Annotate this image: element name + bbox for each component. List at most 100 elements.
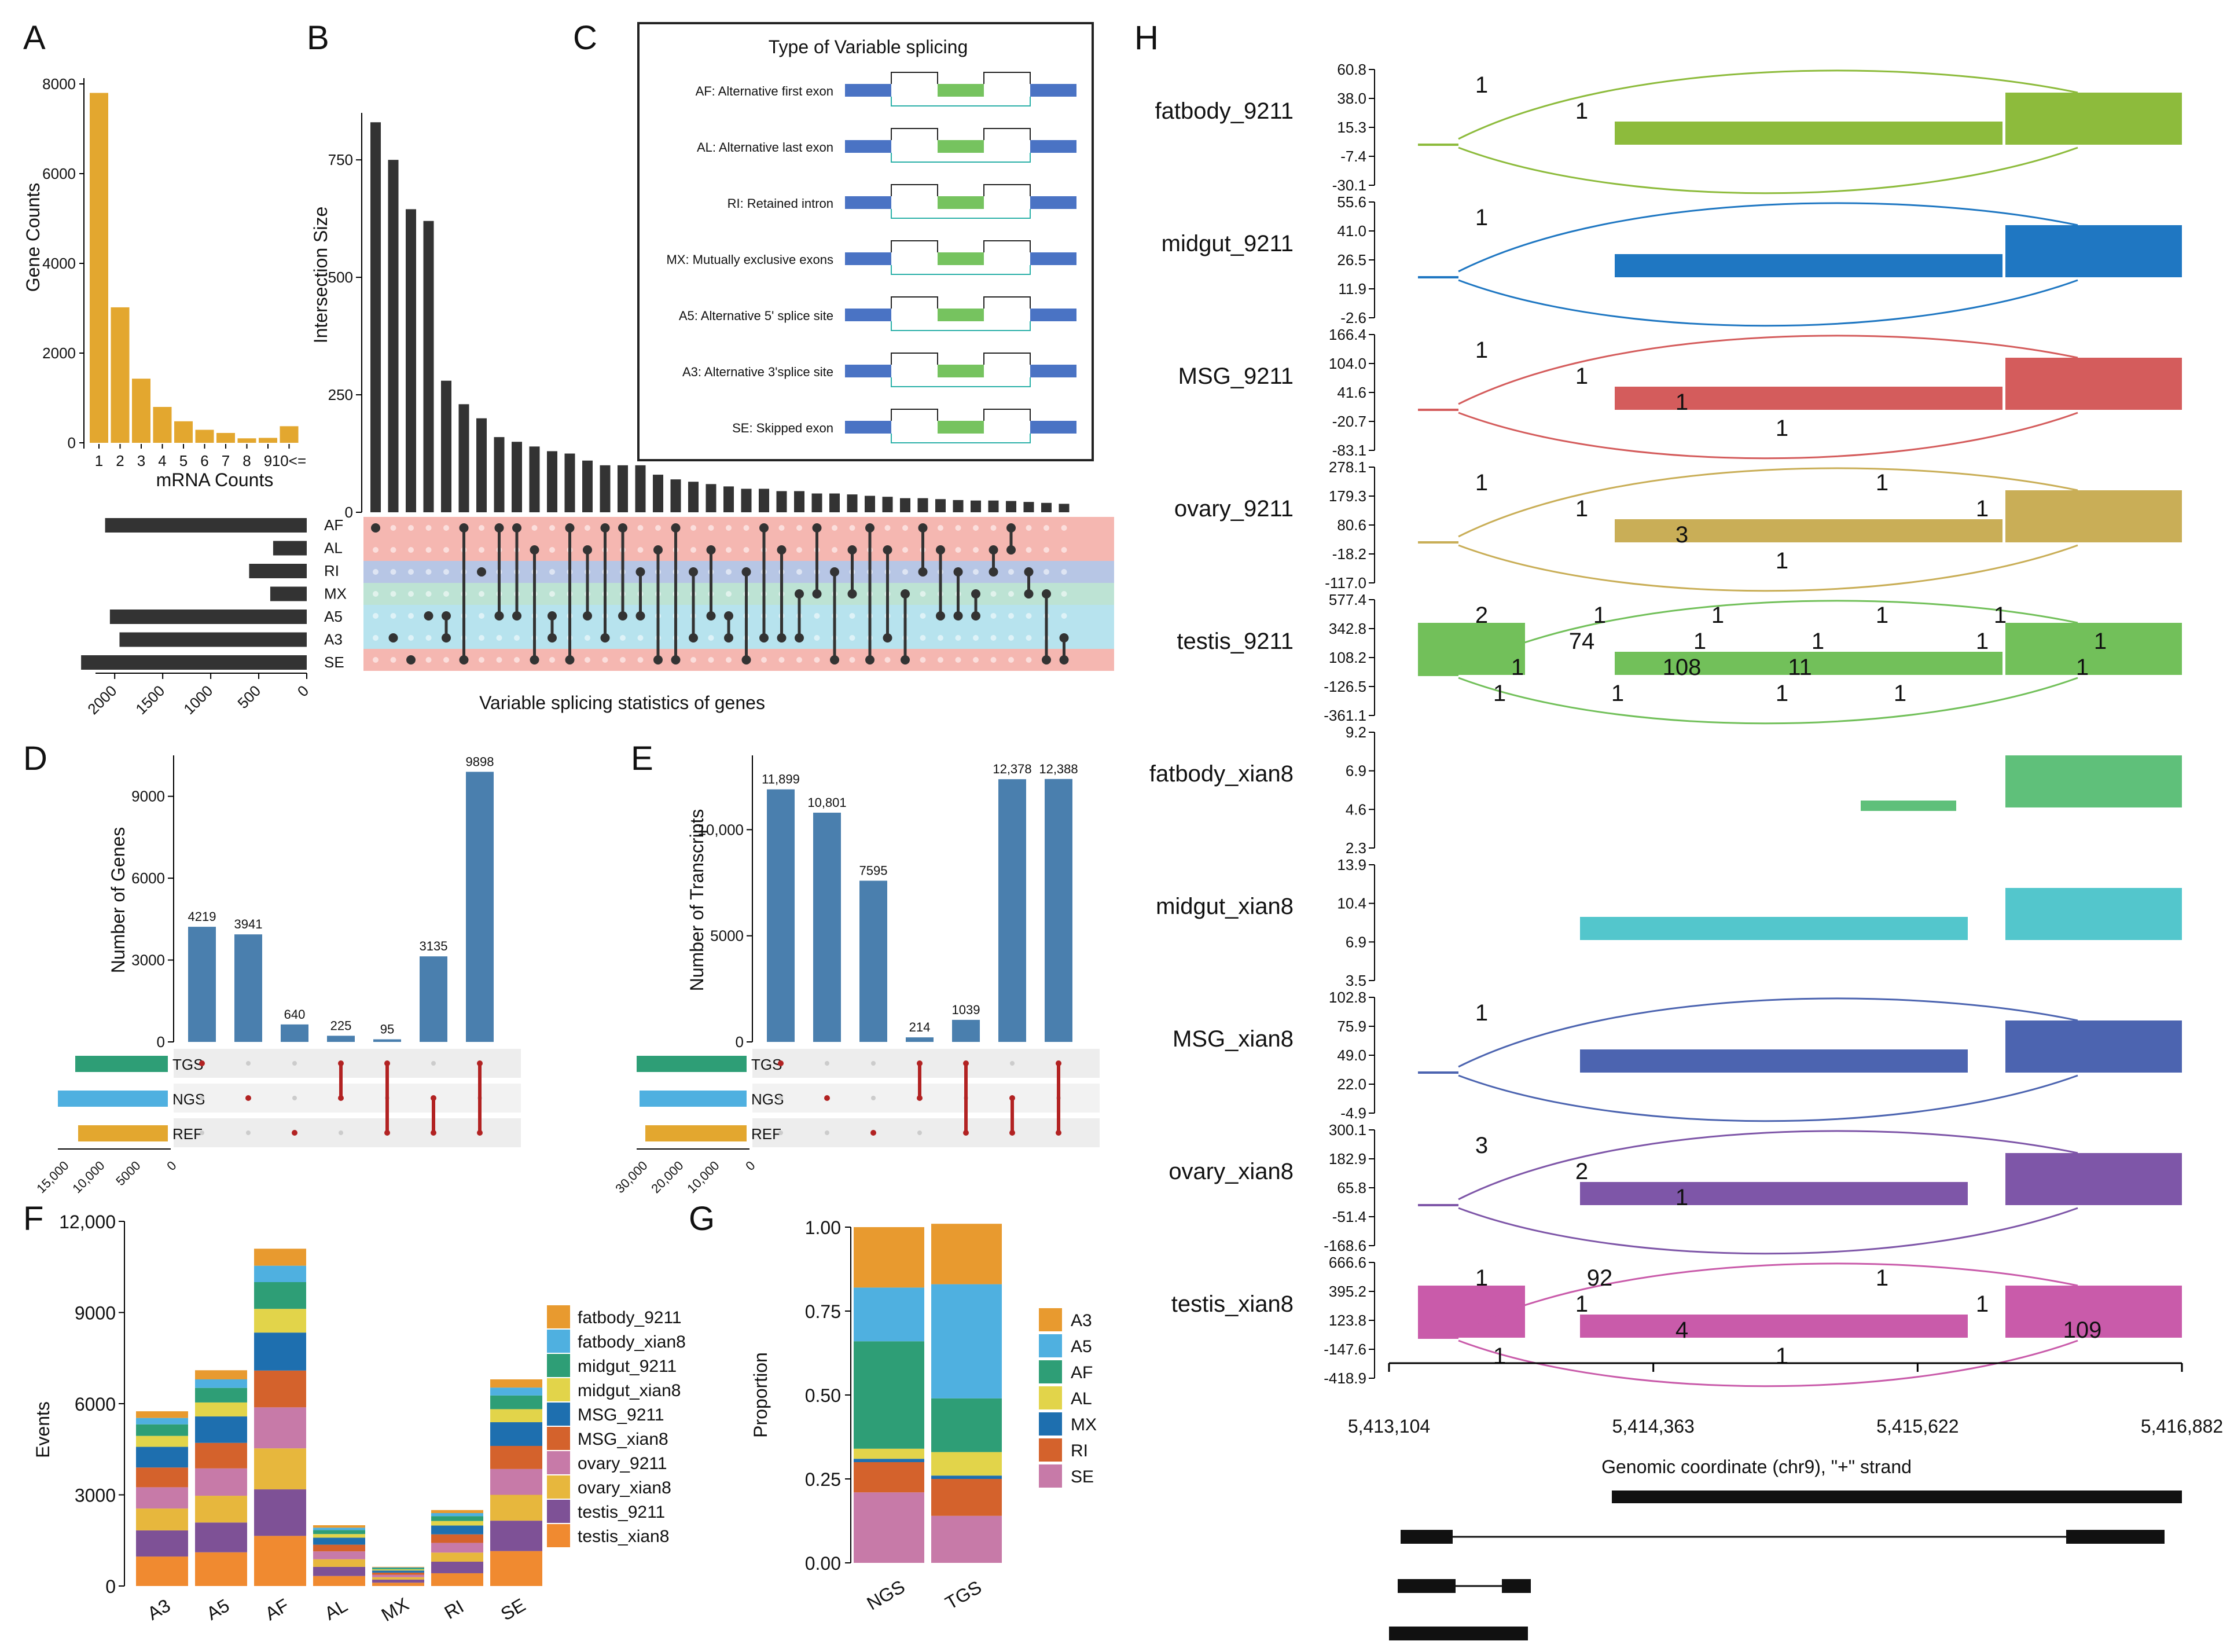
panel-e-matrix-dot xyxy=(917,1130,922,1135)
c-exon-alt xyxy=(938,84,984,97)
g-bar-segment xyxy=(931,1479,1002,1516)
f-legend-swatch xyxy=(547,1330,570,1353)
panel-d-bar xyxy=(281,1024,308,1042)
panel-d-matrix-dot xyxy=(292,1096,297,1100)
h-junction-arc xyxy=(1458,412,2078,460)
b-matrix-dot xyxy=(1026,547,1032,553)
f-bar-segment xyxy=(136,1487,188,1509)
g-legend-swatch xyxy=(1039,1386,1062,1409)
f-bar-segment xyxy=(490,1521,542,1551)
b-set-row-a3 xyxy=(363,627,1114,649)
a-setsize-label: AL xyxy=(324,539,343,557)
c-junction-top xyxy=(891,296,938,309)
h-track-tick-label: 75.9 xyxy=(1337,1018,1366,1035)
panel-e-set-label: TGS xyxy=(751,1056,782,1073)
b-matrix-dot xyxy=(884,657,891,663)
h-junction-count: 1 xyxy=(1976,496,1989,522)
b-matrix-dot xyxy=(708,525,714,531)
panel-d-set-label: NGS xyxy=(172,1091,205,1108)
panel-e-matrix-filled-dot xyxy=(870,1130,876,1136)
panel-e-set-label: NGS xyxy=(751,1091,784,1108)
panel-label-G: G xyxy=(689,1200,715,1238)
h-junction-count: 1 xyxy=(1475,470,1488,495)
b-matrix-filled-dot xyxy=(706,545,716,555)
a-bar xyxy=(111,307,130,443)
a-bar xyxy=(195,429,214,443)
panel-e-ytick-label: 10,000 xyxy=(697,821,744,838)
h-junction-count: 1 xyxy=(1575,364,1588,389)
h-track-name: fatbody_xian8 xyxy=(1149,761,1294,787)
h-coverage-right xyxy=(2005,93,2182,145)
f-bar-segment xyxy=(254,1332,306,1371)
b-matrix-dot xyxy=(1061,569,1067,575)
b-matrix-dot xyxy=(637,547,644,553)
g-bar-segment xyxy=(854,1227,924,1288)
b-matrix-filled-dot xyxy=(1042,589,1051,599)
f-legend-swatch xyxy=(547,1500,570,1523)
b-set-row-mx xyxy=(363,583,1114,605)
b-matrix-filled-dot xyxy=(795,633,804,643)
b-matrix-filled-dot xyxy=(865,655,875,665)
b-bar xyxy=(441,380,451,512)
h-coverage-right xyxy=(2005,623,2182,675)
c-box xyxy=(637,22,1094,461)
c-item-label: A5: Alternative 5' splice site xyxy=(679,309,833,323)
b-bar xyxy=(1006,501,1016,512)
b-matrix-filled-dot xyxy=(971,589,980,599)
a-xtick-label: 7 xyxy=(222,452,230,469)
b-matrix-filled-dot xyxy=(653,545,663,555)
b-matrix-dot xyxy=(1026,635,1032,641)
f-bar-segment xyxy=(313,1528,365,1530)
c-item-label: SE: Skipped exon xyxy=(732,421,833,435)
h-x-tick-label: 5,415,622 xyxy=(1876,1416,1959,1437)
b-matrix-dot xyxy=(920,613,926,619)
panel-d-ytick-label: 0 xyxy=(157,1033,165,1051)
h-track-tick-label: -147.6 xyxy=(1324,1341,1366,1358)
a-setsize-label: RI xyxy=(324,562,339,579)
f-bar-segment xyxy=(313,1530,365,1534)
b-ytick-label: 250 xyxy=(328,386,353,403)
h-track-tick-label: 65.8 xyxy=(1337,1179,1366,1196)
b-matrix-dot xyxy=(531,525,538,531)
f-bar-segment xyxy=(254,1309,306,1333)
f-ytick-label: 0 xyxy=(105,1576,116,1597)
b-matrix-dot xyxy=(425,591,432,597)
b-matrix-dot xyxy=(726,547,732,553)
b-matrix-filled-dot xyxy=(512,611,521,621)
a-setsize-bar xyxy=(109,610,307,624)
b-matrix-dot xyxy=(408,591,414,597)
panel-e-matrix-filled-dot xyxy=(824,1095,830,1101)
b-matrix-dot xyxy=(920,591,926,597)
b-matrix-dot xyxy=(390,657,396,663)
h-track-name: ovary_xian8 xyxy=(1169,1159,1294,1184)
g-ytick-label: 1.00 xyxy=(805,1217,841,1238)
a-xtick-label: 9 xyxy=(264,452,272,469)
b-matrix-dot xyxy=(425,547,432,553)
b-matrix-dot xyxy=(796,525,802,531)
b-bar xyxy=(706,484,717,512)
g-ytick-label: 0.25 xyxy=(805,1469,841,1490)
h-track-tick-label: 80.6 xyxy=(1337,516,1366,534)
g-legend-swatch xyxy=(1039,1412,1062,1436)
h-junction-count: 1 xyxy=(1575,496,1588,522)
a-setsize-label: A5 xyxy=(324,608,343,625)
a-xtick-label: 10<= xyxy=(272,452,306,469)
b-matrix-filled-dot xyxy=(512,523,521,533)
h-junction-count: 1 xyxy=(1676,390,1688,415)
b-bar xyxy=(953,500,964,512)
panel-d-set-tick-label: 0 xyxy=(164,1158,179,1173)
b-matrix-dot xyxy=(796,547,802,553)
h-track-name: ovary_9211 xyxy=(1174,496,1294,522)
b-bar xyxy=(917,498,928,512)
b-bar xyxy=(512,442,522,512)
panel-d-bar-value: 640 xyxy=(284,1007,306,1022)
h-junction-count: 1 xyxy=(1575,98,1588,124)
b-matrix-dot xyxy=(1008,657,1014,663)
f-bar-segment xyxy=(490,1409,542,1423)
b-matrix-filled-dot xyxy=(989,567,998,577)
b-matrix-dot xyxy=(479,657,484,663)
b-matrix-dot xyxy=(690,657,696,663)
panel-e-matrix-dot xyxy=(871,1096,876,1100)
g-legend-swatch xyxy=(1039,1438,1062,1462)
b-matrix-filled-dot xyxy=(971,611,980,621)
